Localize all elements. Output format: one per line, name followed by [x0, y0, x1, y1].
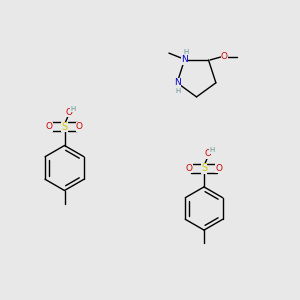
Text: H: H [183, 49, 188, 55]
Text: H: H [209, 147, 215, 153]
Text: O: O [205, 149, 212, 158]
Text: H: H [70, 106, 75, 112]
Text: O: O [185, 164, 193, 173]
Text: O: O [65, 108, 72, 117]
Text: O: O [46, 122, 53, 131]
Text: O: O [215, 164, 223, 173]
Text: S: S [201, 163, 207, 173]
Text: O: O [76, 122, 83, 131]
Text: N: N [174, 78, 181, 87]
Text: N: N [181, 56, 188, 64]
Text: S: S [61, 122, 68, 132]
Text: H: H [176, 88, 181, 94]
Text: O: O [221, 52, 228, 62]
